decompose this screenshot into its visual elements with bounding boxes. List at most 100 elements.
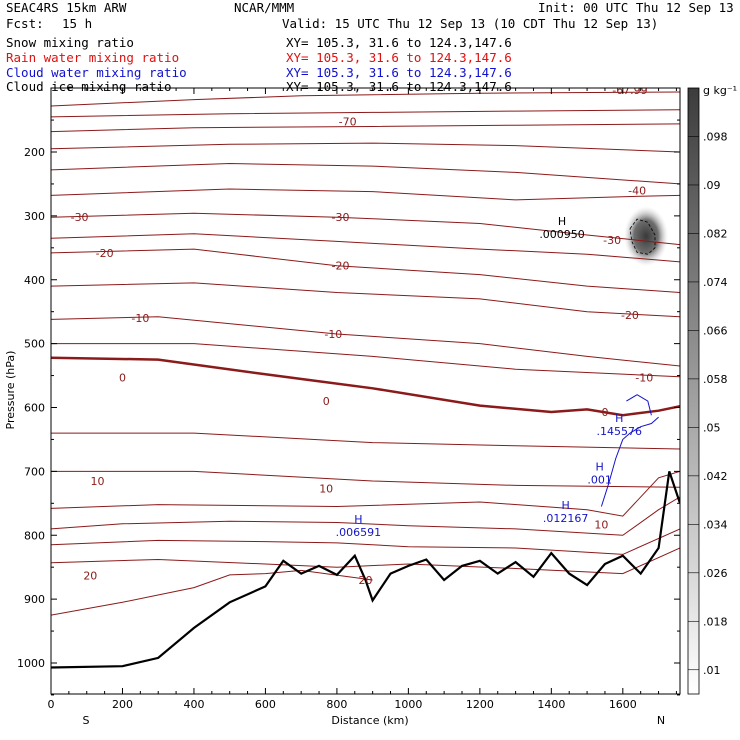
isotherm-line (51, 233, 680, 263)
maximum-value: .012167 (543, 512, 589, 525)
x-tick-label: 1000 (394, 698, 422, 711)
isotherm-line (51, 123, 680, 133)
isotherm-line (51, 343, 680, 378)
isotherm-label: -10 (324, 328, 342, 341)
colorbar-label: .01 (703, 664, 721, 677)
field-xy-snow: XY= 105.3, 31.6 to 124.3,147.6 (286, 35, 512, 50)
x-tick-label: 1600 (609, 698, 637, 711)
isotherm-label: -30 (71, 211, 89, 224)
x-tick-label: 1400 (537, 698, 565, 711)
isotherm-line (51, 282, 680, 318)
y-tick-label: 500 (24, 338, 45, 351)
isotherm-label: -20 (96, 247, 114, 260)
maximum-marker: H (615, 412, 623, 425)
colorbar-label: .018 (703, 615, 728, 628)
maximum-value: .000950 (539, 228, 585, 241)
colorbar (687, 87, 700, 695)
isotherm-label: -7418 (246, 78, 278, 91)
field-xy-rain: XY= 105.3, 31.6 to 124.3,147.6 (286, 50, 512, 65)
y-tick-label: 300 (24, 210, 45, 223)
isotherm-label: -30 (331, 211, 349, 224)
isotherm-label: -10 (635, 371, 653, 384)
y-tick-label: 1000 (17, 657, 45, 670)
x-tick-label: 1200 (466, 698, 494, 711)
x-tick-label: 200 (112, 698, 133, 711)
freezing-level-line (51, 356, 680, 417)
isotherm-label: -30 (603, 234, 621, 247)
colorbar-label: .042 (703, 470, 728, 483)
valid-time: Valid: 15 UTC Thu 12 Sep 13 (10 CDT Thu … (282, 16, 659, 31)
y-tick-label: 600 (24, 402, 45, 415)
isotherm-line (51, 470, 680, 488)
isotherm-label: 10 (90, 475, 104, 488)
colorbar-label: .05 (703, 421, 721, 434)
init-time: Init: 00 UTC Thu 12 Sep 13 (538, 0, 734, 15)
isotherm-line (51, 528, 680, 555)
isotherm-line (51, 316, 680, 367)
isotherm-line (51, 547, 680, 575)
cloud-water-contour (600, 416, 659, 507)
field-name-cloud-ice: Cloud ice mixing ratio (6, 79, 172, 94)
field-name-cloud-water: Cloud water mixing ratio (6, 65, 187, 80)
isotherm-label: -70 (339, 115, 357, 128)
maximum-marker: H (561, 499, 569, 512)
colorbar-label: .09 (703, 179, 721, 192)
isotherm-label: 10 (594, 518, 608, 531)
maximum-value: .006591 (336, 526, 382, 539)
plot-frame (50, 87, 681, 695)
maximum-value: .145576 (596, 425, 642, 438)
model-title: SEAC4RS 15km ARW (6, 0, 127, 15)
colorbar-label: .082 (703, 227, 728, 240)
isotherm-line (51, 496, 680, 536)
isotherm-line (51, 248, 680, 293)
cloud-water-contour (626, 394, 652, 416)
isotherm-label: -10 (131, 312, 149, 325)
isotherm-label: -20 (331, 260, 349, 273)
isotherm-line (51, 470, 680, 517)
cloud-ice-shading (624, 206, 669, 267)
colorbar-label: .098 (703, 130, 728, 143)
x-tick-label: 800 (326, 698, 347, 711)
isotherm-label: 0 (119, 371, 126, 384)
isotherm-label: 20 (83, 569, 97, 582)
isotherm-label: -67.99 (612, 84, 647, 97)
isotherm-line (51, 109, 680, 118)
x-axis-title: Distance (km) (331, 714, 408, 727)
isotherm-line (51, 188, 680, 201)
field-xy-cloud-ice: XY= 105.3, 31.6 to 124.3,147.6 (286, 79, 512, 94)
field-name-snow: Snow mixing ratio (6, 35, 134, 50)
center-title: NCAR/MMM (234, 0, 295, 15)
isotherm-label: 10 (319, 483, 333, 496)
x-tick-label: 400 (183, 698, 204, 711)
isotherm-line (51, 142, 680, 153)
y-tick-label: 400 (24, 274, 45, 287)
x-tick-label: 600 (255, 698, 276, 711)
maximum-value: .001 (587, 473, 612, 486)
isotherm-line (51, 432, 680, 450)
isotherm-label: -40 (628, 184, 646, 197)
colorbar-label: .034 (703, 518, 728, 531)
y-tick-label: 900 (24, 593, 45, 606)
colorbar-label: .074 (703, 276, 728, 289)
isotherm-label: 20 (359, 574, 373, 587)
colorbar-label: .066 (703, 324, 728, 337)
endpoint-left: S (83, 714, 90, 727)
forecast-label: Fcst: (6, 16, 44, 31)
isotherm-label: 0 (601, 406, 608, 419)
isotherm-label: -20 (621, 309, 639, 322)
cloud-ice-contour (629, 218, 656, 255)
y-tick-label: 800 (24, 529, 45, 542)
y-axis-title: Pressure (hPa) (4, 351, 17, 430)
terrain-line (51, 471, 680, 669)
maximum-marker: H (558, 215, 566, 228)
colorbar-label: .026 (703, 567, 728, 580)
field-name-rain: Rain water mixing ratio (6, 50, 180, 65)
forecast-hour: 15 h (62, 16, 93, 31)
colorbar-label: .058 (703, 373, 728, 386)
endpoint-right: N (657, 714, 665, 727)
x-tick-label: 0 (48, 698, 55, 711)
isotherm-line (51, 212, 680, 246)
isotherm-line (51, 162, 680, 185)
